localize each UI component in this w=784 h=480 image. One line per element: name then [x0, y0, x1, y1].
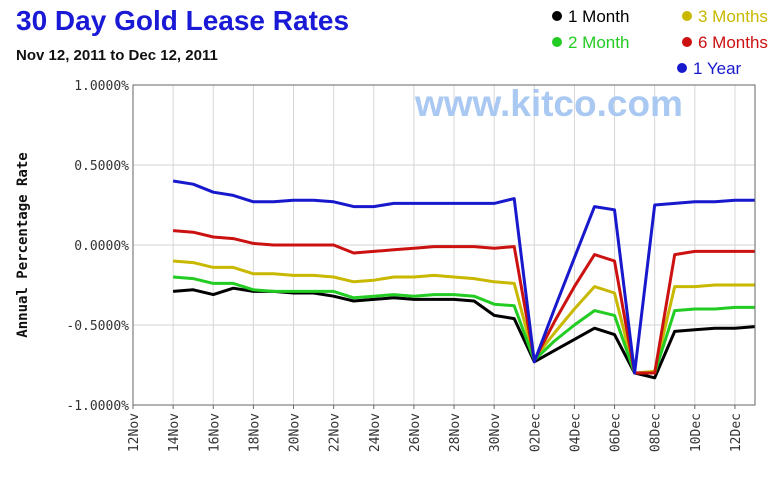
- x-tick-label: 16Nov: [207, 413, 222, 452]
- legend-label-2-month: 2 Month: [568, 33, 629, 52]
- x-tick-label: 18Nov: [247, 413, 262, 452]
- chart-title: 30 Day Gold Lease Rates: [16, 5, 349, 36]
- x-tick-label: 02Dec: [528, 413, 543, 452]
- x-tick-label: 12Nov: [127, 413, 142, 452]
- x-tick-label: 12Dec: [729, 413, 744, 452]
- legend-label-6-months: 6 Months: [698, 33, 768, 52]
- x-tick-label: 14Nov: [167, 413, 182, 452]
- series-line-2-month: [172, 275, 755, 375]
- y-tick-label: 1.0000%: [74, 79, 129, 94]
- legend-label-1-year: 1 Year: [693, 59, 742, 78]
- x-tick-label: 08Dec: [649, 413, 664, 452]
- legend: 1 Month 3 Months 2 Month 6 Months 1 Year: [552, 7, 768, 78]
- legend-marker-6-months: [682, 37, 692, 47]
- y-tick-label: 0.5000%: [74, 159, 129, 174]
- x-tick-label: 20Nov: [288, 413, 303, 452]
- y-axis-label: Annual Percentage Rate: [15, 152, 31, 337]
- x-axis-ticks: 12Nov 14Nov 16Nov 18Nov 20Nov 22Nov 24Nov 26Nov…: [127, 405, 744, 452]
- legend-marker-2-month: [552, 37, 562, 47]
- series-line-1-year: [172, 179, 755, 375]
- y-tick-label: -0.5000%: [66, 319, 129, 334]
- x-tick-label: 06Dec: [609, 413, 624, 452]
- y-tick-label: 0.0000%: [74, 239, 129, 254]
- legend-marker-3-months: [682, 11, 692, 21]
- watermark-text: www.kitco.com: [414, 83, 683, 124]
- series-lines: [172, 179, 756, 380]
- chart-subtitle: Nov 12, 2011 to Dec 12, 2011: [16, 47, 218, 64]
- series-line-6-months: [172, 229, 755, 375]
- legend-label-1-month: 1 Month: [568, 7, 629, 26]
- x-tick-label: 22Nov: [328, 413, 343, 452]
- y-axis-ticks: 1.0000% 0.5000% 0.0000% -0.5000% -1.0000%: [66, 79, 129, 414]
- x-tick-label: 26Nov: [408, 413, 423, 452]
- legend-label-3-months: 3 Months: [698, 7, 768, 26]
- plot-border: [132, 84, 756, 406]
- x-tick-label: 24Nov: [368, 413, 383, 452]
- y-tick-label: -1.0000%: [66, 399, 129, 414]
- x-tick-label: 10Dec: [689, 413, 704, 452]
- x-tick-label: 04Dec: [568, 413, 583, 452]
- legend-marker-1-year: [677, 63, 687, 73]
- legend-marker-1-month: [552, 11, 562, 21]
- x-tick-label: 28Nov: [448, 413, 463, 452]
- x-tick-label: 30Nov: [488, 413, 503, 452]
